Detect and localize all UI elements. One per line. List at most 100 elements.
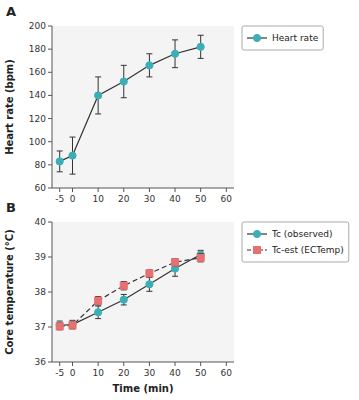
- y-tick: [48, 95, 52, 96]
- error-bar: [95, 306, 101, 319]
- x-tick-label: 20: [118, 194, 130, 204]
- x-tick: [175, 188, 176, 192]
- x-tick: [123, 188, 124, 192]
- x-axis-label: Time (min): [112, 383, 173, 394]
- y-tick-label: 36: [35, 357, 47, 367]
- error-bar: [146, 54, 152, 77]
- legend-label: Tc (observed): [271, 229, 333, 239]
- y-axis-label: Heart rate (bpm): [4, 59, 15, 155]
- y-axis-label: Core temperature (°C): [4, 229, 15, 355]
- error-cap: [146, 76, 152, 77]
- data-point: [56, 323, 63, 330]
- error-bar: [95, 77, 101, 114]
- error-cap: [198, 58, 204, 59]
- plot-area: [52, 26, 234, 188]
- error-bar: [57, 323, 63, 330]
- data-point: [56, 158, 63, 165]
- panel-label: A: [6, 4, 16, 19]
- x-tick-label: 40: [169, 368, 181, 378]
- error-cap: [57, 171, 63, 172]
- error-cap: [95, 306, 101, 307]
- x-tick-label: 30: [144, 194, 156, 204]
- panel: A-501020304050606080100120140160180200He…: [4, 4, 323, 204]
- error-bar: [121, 294, 127, 305]
- legend-frame: [242, 222, 349, 262]
- error-cap: [95, 113, 101, 114]
- y-tick: [48, 327, 52, 328]
- y-tick-label: 38: [35, 287, 47, 297]
- y-axis-line: [52, 26, 53, 188]
- error-bar: [121, 65, 127, 97]
- x-tick: [149, 188, 150, 192]
- x-tick: [149, 362, 150, 366]
- error-cap: [146, 291, 152, 292]
- x-tick: [72, 362, 73, 366]
- series-line: [60, 47, 201, 162]
- legend-marker: [253, 34, 260, 41]
- y-tick-label: 60: [35, 183, 47, 193]
- x-tick-label: 10: [92, 194, 104, 204]
- x-tick-label: -5: [55, 368, 64, 378]
- error-cap: [70, 174, 76, 175]
- x-tick-label: 0: [70, 368, 76, 378]
- y-tick-label: 40: [35, 217, 47, 227]
- legend-label: Tc‑est (ECTemp): [271, 245, 344, 255]
- data-point: [172, 259, 179, 266]
- data-point: [197, 254, 204, 261]
- y-tick: [48, 49, 52, 50]
- error-cap: [70, 137, 76, 138]
- data-point: [95, 297, 102, 304]
- error-cap: [121, 304, 127, 305]
- x-tick-label: 0: [70, 194, 76, 204]
- x-tick: [226, 188, 227, 192]
- error-cap: [198, 35, 204, 36]
- error-cap: [172, 39, 178, 40]
- error-cap: [121, 65, 127, 66]
- y-tick-label: 37: [35, 322, 46, 332]
- x-tick-label: 20: [118, 368, 130, 378]
- error-bar: [146, 270, 152, 277]
- y-tick: [48, 141, 52, 142]
- data-point: [197, 43, 204, 50]
- data-point: [146, 270, 153, 277]
- error-bar: [70, 137, 76, 174]
- y-tick-label: 39: [35, 252, 47, 262]
- x-axis-line: [52, 362, 234, 363]
- panel-label: B: [6, 200, 16, 215]
- legend: Tc (observed) Tc‑est (ECTemp): [242, 222, 349, 262]
- data-group: [56, 250, 204, 329]
- x-tick-label: 50: [195, 368, 207, 378]
- y-tick-label: 180: [29, 44, 46, 54]
- y-tick: [48, 72, 52, 73]
- error-cap: [146, 53, 152, 54]
- data-point: [120, 296, 127, 303]
- y-tick: [48, 26, 52, 27]
- data-point: [69, 321, 76, 328]
- error-cap: [121, 97, 127, 98]
- error-bar: [95, 297, 101, 305]
- plot-area: [52, 222, 234, 362]
- x-tick-label: -5: [55, 194, 64, 204]
- error-bar: [121, 282, 127, 290]
- x-tick: [200, 362, 201, 366]
- series-line: [60, 258, 201, 327]
- x-tick: [72, 188, 73, 192]
- error-bar: [198, 35, 204, 58]
- data-point: [120, 282, 127, 289]
- data-point: [146, 62, 153, 69]
- y-tick: [48, 362, 52, 363]
- y-tick-label: 100: [29, 137, 46, 147]
- y-tick: [48, 118, 52, 119]
- data-point: [171, 50, 178, 57]
- error-cap: [57, 150, 63, 151]
- data-point: [95, 309, 102, 316]
- panel: B-501020304050603637383940Core temperatu…: [4, 200, 349, 394]
- error-cap: [95, 76, 101, 77]
- x-tick: [175, 362, 176, 366]
- y-tick-label: 80: [35, 160, 47, 170]
- x-tick-label: 60: [221, 368, 233, 378]
- x-axis-line: [52, 188, 234, 189]
- y-tick-label: 120: [29, 114, 46, 124]
- x-tick: [98, 188, 99, 192]
- error-bar: [57, 151, 63, 172]
